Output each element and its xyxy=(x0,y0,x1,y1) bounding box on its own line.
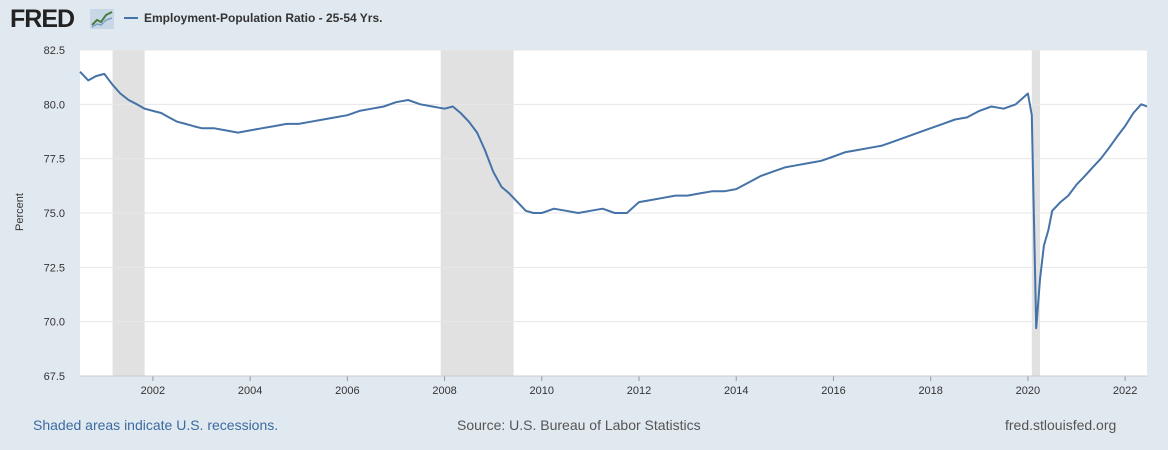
x-tick-label: 2018 xyxy=(918,385,942,397)
y-tick-label: 75.0 xyxy=(44,208,65,220)
y-tick-label: 67.5 xyxy=(44,371,65,383)
x-tick-label: 2006 xyxy=(335,385,359,397)
x-tick-label: 2010 xyxy=(530,385,554,397)
x-tick-label: 2004 xyxy=(238,385,262,397)
x-tick-label: 2002 xyxy=(141,385,165,397)
series-line[interactable] xyxy=(79,71,1148,330)
y-tick-label: 80.0 xyxy=(44,99,65,111)
x-tick-label: 2020 xyxy=(1016,385,1040,397)
x-tick-label: 2012 xyxy=(627,385,651,397)
legend-swatch xyxy=(124,17,138,19)
legend-series-label: Employment-Population Ratio - 25-54 Yrs. xyxy=(144,11,383,25)
x-tick-label: 2014 xyxy=(724,385,748,397)
fred-chart-icon xyxy=(90,9,114,29)
source-credit: Source: U.S. Bureau of Labor Statistics xyxy=(457,417,701,433)
y-tick-label: 82.5 xyxy=(44,45,65,57)
y-tick-label: 70.0 xyxy=(44,317,65,329)
x-tick-label: 2016 xyxy=(821,385,845,397)
fred-logo[interactable]: FRED xyxy=(10,5,75,33)
x-tick-label: 2022 xyxy=(1113,385,1137,397)
y-tick-label: 77.5 xyxy=(44,154,65,166)
chart-header: FRED Employment-Population Ratio - 25-54… xyxy=(0,0,1168,40)
legend[interactable]: Employment-Population Ratio - 25-54 Yrs. xyxy=(124,11,383,25)
line-chart[interactable]: 67.5 70.0 72.5 75.0 77.5 80.0 82.5 2002 2004 200… xyxy=(0,0,1168,400)
x-tick-label: 2008 xyxy=(432,385,456,397)
site-link[interactable]: fred.stlouisfed.org xyxy=(1005,417,1117,433)
y-axis-title: Percent xyxy=(14,193,26,231)
recession-note: Shaded areas indicate U.S. recessions. xyxy=(33,417,279,433)
y-tick-label: 72.5 xyxy=(44,262,65,274)
